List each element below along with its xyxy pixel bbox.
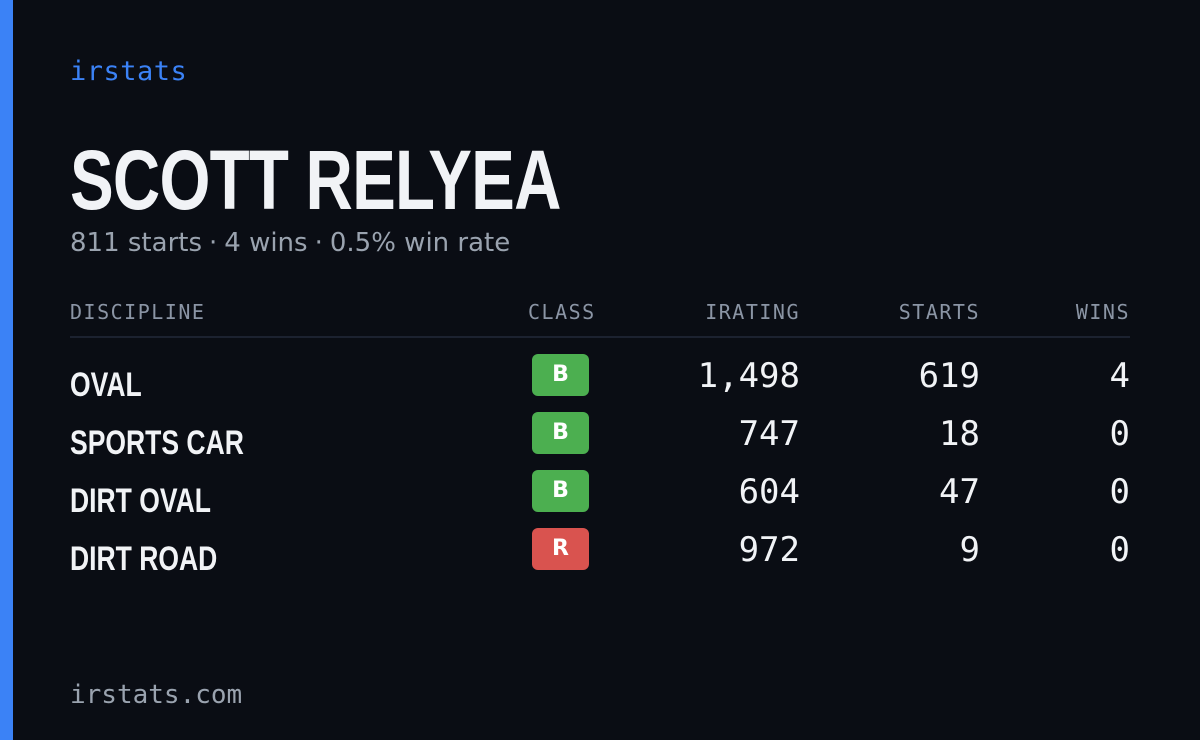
class-badge: B bbox=[532, 354, 589, 396]
player-name: SCOTT RELYEA bbox=[70, 133, 561, 227]
wins-value: 0 bbox=[1109, 472, 1130, 512]
header-discipline: DISCIPLINE bbox=[70, 300, 206, 324]
discipline-name: SPORTS CAR bbox=[70, 424, 244, 462]
table-header: DISCIPLINE CLASS IRATING STARTS WINS bbox=[70, 296, 1130, 338]
wins-summary: 4 wins bbox=[224, 228, 308, 258]
footer-url: irstats.com bbox=[70, 680, 243, 710]
header-irating: IRATING bbox=[705, 300, 800, 324]
table-row: OVAL B 1,498 619 4 bbox=[70, 352, 1130, 410]
header-wins: WINS bbox=[1075, 300, 1130, 324]
summary-separator: · bbox=[314, 228, 323, 258]
class-badge: R bbox=[532, 528, 589, 570]
win-rate-summary: 0.5% win rate bbox=[329, 228, 511, 258]
header-class: CLASS bbox=[528, 300, 596, 324]
wins-value: 0 bbox=[1109, 530, 1130, 570]
starts-value: 47 bbox=[939, 472, 980, 512]
starts-value: 9 bbox=[959, 530, 980, 570]
discipline-name: DIRT OVAL bbox=[70, 482, 211, 520]
header-starts: STARTS bbox=[898, 300, 980, 324]
wins-value: 0 bbox=[1109, 414, 1130, 454]
starts-summary: 811 starts bbox=[70, 228, 202, 258]
class-badge: B bbox=[532, 470, 589, 512]
discipline-name: DIRT ROAD bbox=[70, 540, 218, 578]
class-badge: B bbox=[532, 412, 589, 454]
table-row: SPORTS CAR B 747 18 0 bbox=[70, 410, 1130, 468]
irating-value: 747 bbox=[738, 414, 800, 454]
table-row: DIRT ROAD R 972 9 0 bbox=[70, 526, 1130, 584]
brand-logo-text: irstats bbox=[70, 56, 188, 87]
starts-value: 619 bbox=[918, 356, 980, 396]
table-row: DIRT OVAL B 604 47 0 bbox=[70, 468, 1130, 526]
discipline-name: OVAL bbox=[70, 366, 142, 404]
wins-value: 4 bbox=[1109, 356, 1130, 396]
summary-separator: · bbox=[209, 228, 218, 258]
discipline-table: DISCIPLINE CLASS IRATING STARTS WINS OVA… bbox=[70, 296, 1130, 584]
starts-value: 18 bbox=[939, 414, 980, 454]
player-summary: 811 starts · 4 wins · 0.5% win rate bbox=[70, 228, 510, 258]
irating-value: 972 bbox=[738, 530, 800, 570]
irating-value: 604 bbox=[738, 472, 800, 512]
table-body: OVAL B 1,498 619 4 SPORTS CAR B 747 18 0… bbox=[70, 352, 1130, 584]
accent-bar bbox=[0, 0, 13, 740]
irating-value: 1,498 bbox=[697, 356, 800, 396]
